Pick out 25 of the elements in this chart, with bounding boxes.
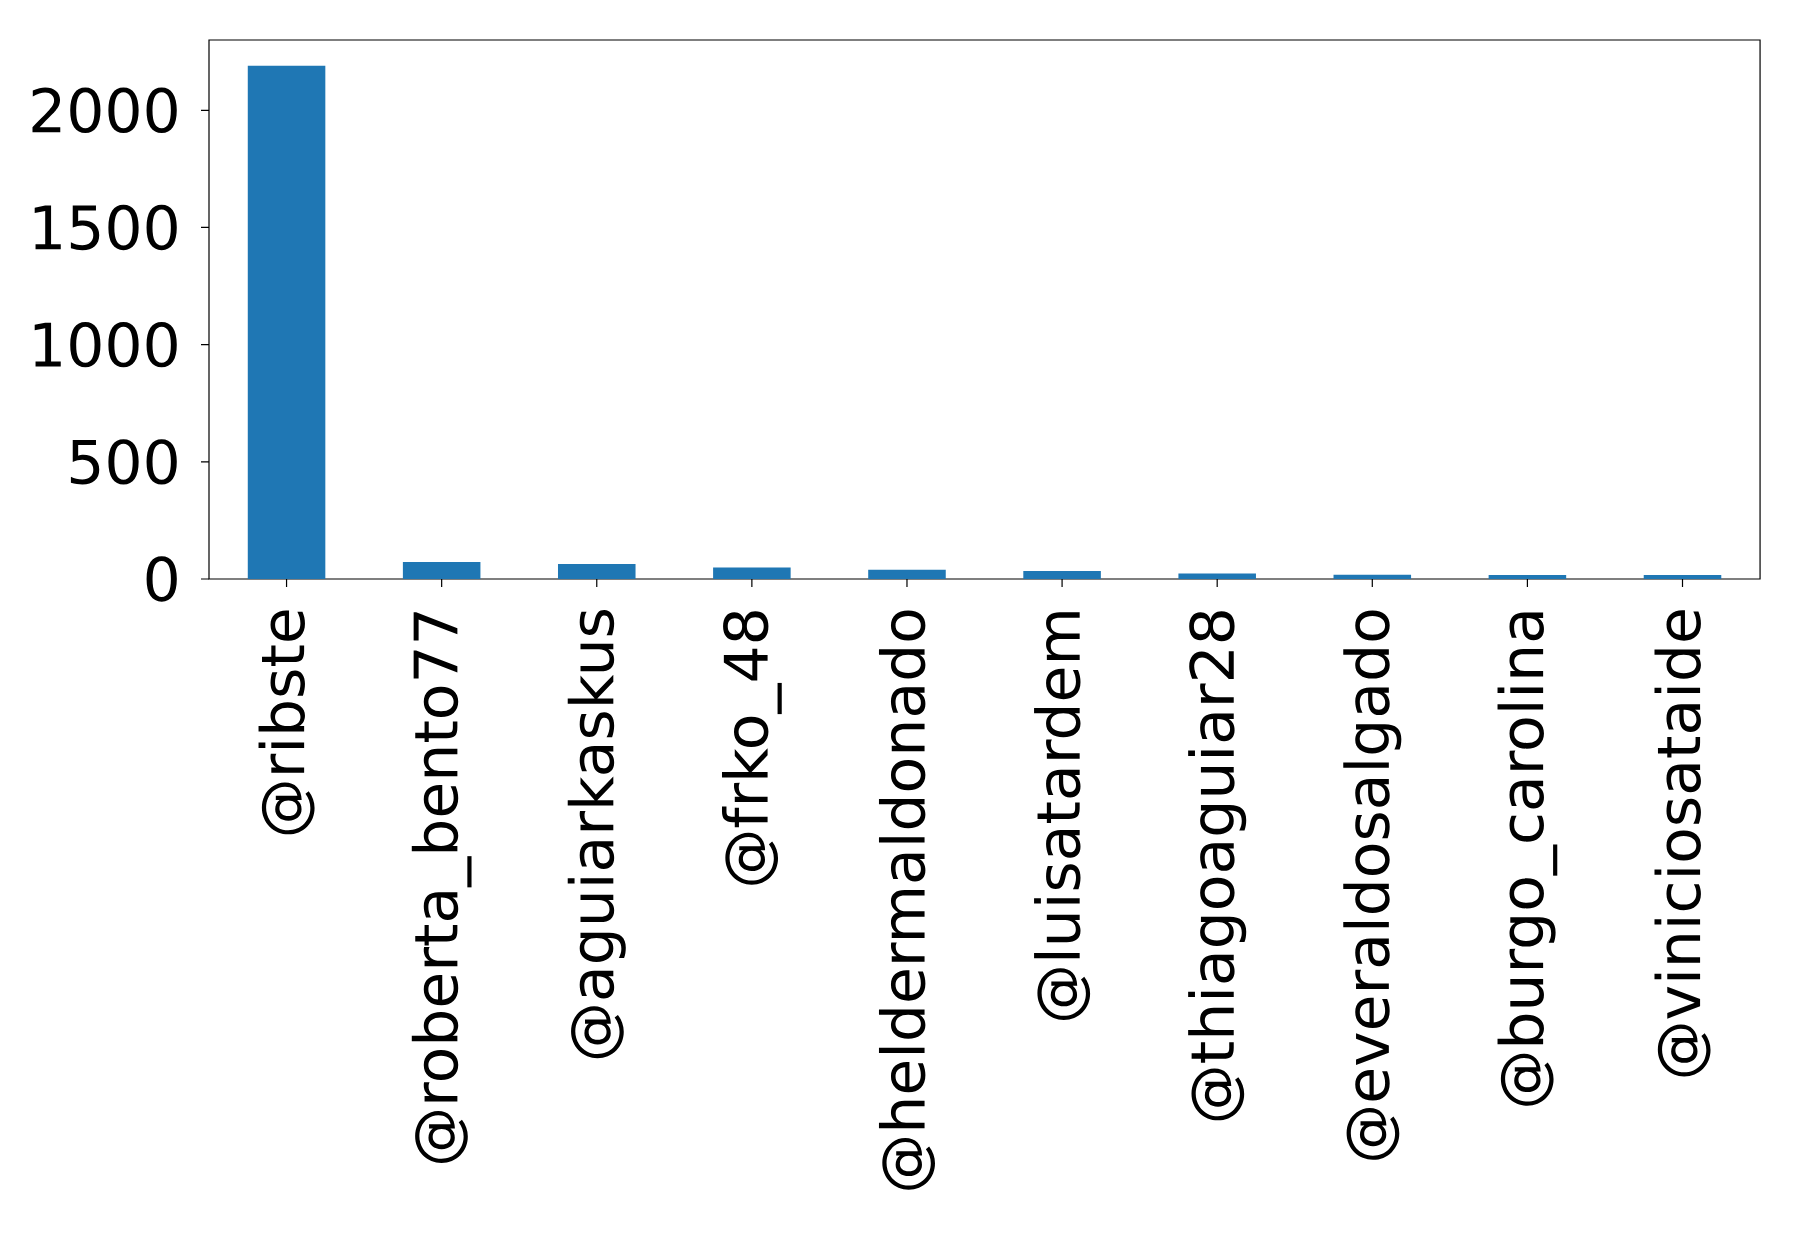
- bar: [1333, 574, 1412, 579]
- y-tick-label: 500: [70, 439, 177, 485]
- x-tick-label: @roberta_bento77: [411, 612, 472, 1163]
- bar: [713, 567, 791, 579]
- bar: [868, 569, 946, 579]
- y-tick-label: 1500: [34, 204, 177, 251]
- bar: [1178, 573, 1256, 579]
- y-tick-label: 2000: [32, 87, 177, 133]
- x-tick-label: @ribste: [258, 610, 315, 835]
- x-tick-label: @thiagoaguiar28: [1188, 611, 1247, 1121]
- x-tick-label: @burgo_carolina: [1497, 612, 1558, 1106]
- x-tick-label: @luisatardem: [1034, 612, 1091, 1020]
- x-tick-label: @aguiarkaskus: [567, 610, 626, 1059]
- bar: [557, 564, 636, 579]
- x-tick-label: @heldermaldonado: [878, 610, 935, 1190]
- x-tick-label: @everaldosalgado: [1343, 610, 1402, 1160]
- x-tick-label: @viniciosataide: [1654, 610, 1711, 1077]
- bar: [247, 65, 326, 579]
- bar: [1023, 571, 1101, 579]
- bar: [1488, 575, 1567, 579]
- bar: [1643, 575, 1722, 579]
- bar: [402, 561, 481, 579]
- x-tick-label: @frko_48: [722, 611, 782, 885]
- y-tick-label: 0: [146, 556, 177, 602]
- y-tick-label: 1000: [34, 321, 177, 368]
